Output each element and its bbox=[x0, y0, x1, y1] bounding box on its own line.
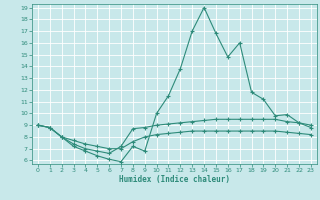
X-axis label: Humidex (Indice chaleur): Humidex (Indice chaleur) bbox=[119, 175, 230, 184]
